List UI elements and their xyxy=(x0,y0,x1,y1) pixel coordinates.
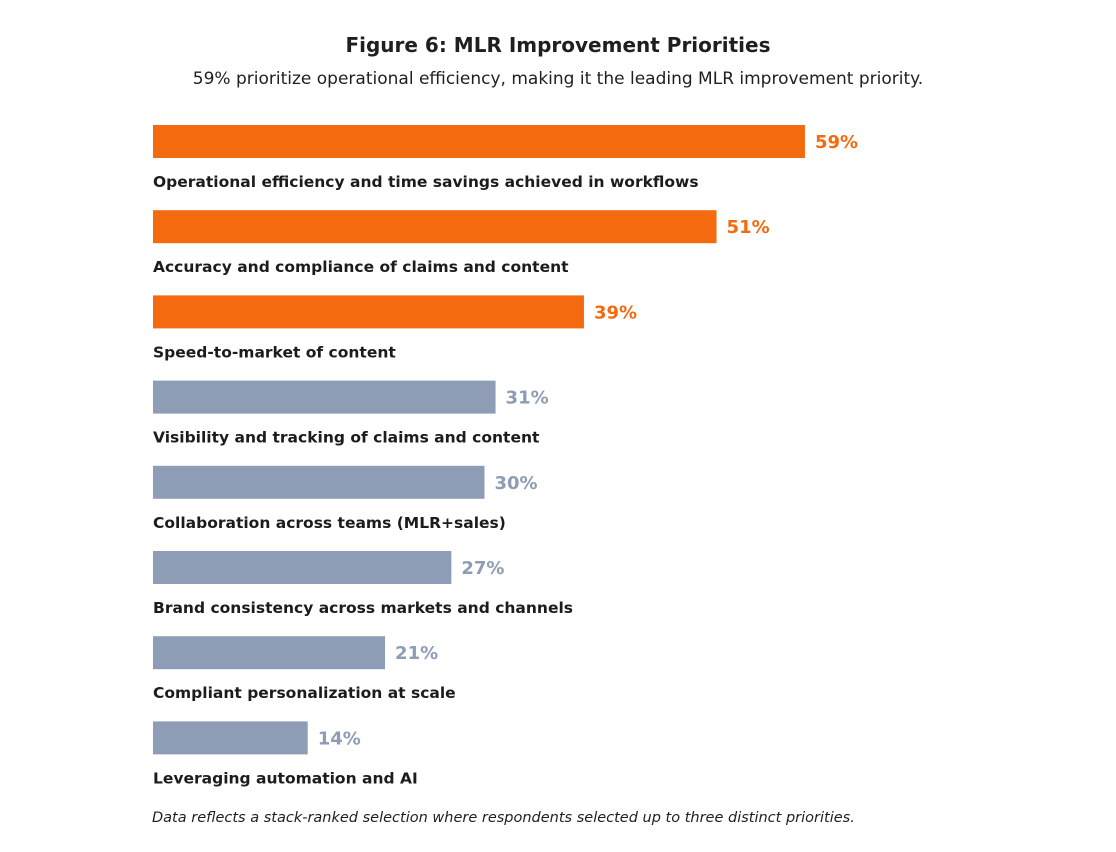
data-label: 14% xyxy=(318,728,361,749)
bar-row: 30% Collaboration across teams (MLR+sales… xyxy=(153,465,538,532)
data-label: 51% xyxy=(727,217,770,238)
chart-subtitle: 59% prioritize operational efficiency, m… xyxy=(192,69,924,89)
data-label: 31% xyxy=(506,388,549,409)
category-label: Operational efficiency and time savings … xyxy=(153,173,699,191)
bar-row: 39% Speed-to-market of content xyxy=(153,295,637,361)
bar xyxy=(153,551,452,584)
data-label: 59% xyxy=(815,132,858,153)
category-label: Leveraging automation and AI xyxy=(153,769,418,787)
category-label: Visibility and tracking of claims and co… xyxy=(153,429,540,447)
bar-row: 59% Operational efficiency and time savin… xyxy=(153,125,858,191)
bar xyxy=(153,380,496,414)
category-label: Speed-to-market of content xyxy=(153,343,396,361)
category-label: Brand consistency across markets and cha… xyxy=(153,599,573,617)
bar xyxy=(153,295,584,329)
category-label: Accuracy and compliance of claims and co… xyxy=(153,258,569,276)
bar xyxy=(153,465,485,499)
data-label: 30% xyxy=(495,473,538,494)
bar xyxy=(153,210,717,244)
bar-row: 21% Compliant personalization at scale xyxy=(153,636,456,702)
data-label: 39% xyxy=(594,302,637,323)
chart-title: Figure 6: MLR Improvement Priorities xyxy=(345,33,771,57)
bar xyxy=(153,721,308,755)
bar-row: 51% Accuracy and compliance of claims and… xyxy=(153,210,770,276)
bar xyxy=(153,125,805,158)
data-label: 21% xyxy=(395,643,438,664)
category-label: Compliant personalization at scale xyxy=(153,684,456,702)
bar-row: 27% Brand consistency across markets and … xyxy=(153,551,573,617)
bar-row: 14% Leveraging automation and AI xyxy=(153,721,418,787)
data-label: 27% xyxy=(461,558,504,579)
chart-footnote: Data reflects a stack-ranked selection w… xyxy=(152,810,855,826)
category-label: Collaboration across teams (MLR+sales) xyxy=(153,514,506,532)
bar-row: 31% Visibility and tracking of claims and… xyxy=(153,380,549,447)
bar xyxy=(153,636,386,670)
